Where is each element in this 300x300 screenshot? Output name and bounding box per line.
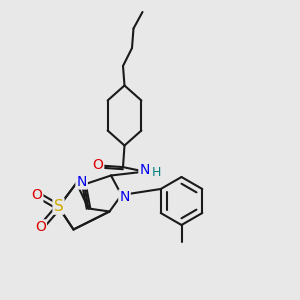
Text: S: S bbox=[54, 199, 63, 214]
Text: O: O bbox=[92, 158, 103, 172]
Text: N: N bbox=[140, 163, 150, 177]
Text: H: H bbox=[151, 166, 161, 179]
Text: N: N bbox=[76, 175, 87, 188]
Text: O: O bbox=[32, 188, 42, 202]
Text: O: O bbox=[35, 220, 46, 234]
Text: N: N bbox=[119, 190, 130, 204]
